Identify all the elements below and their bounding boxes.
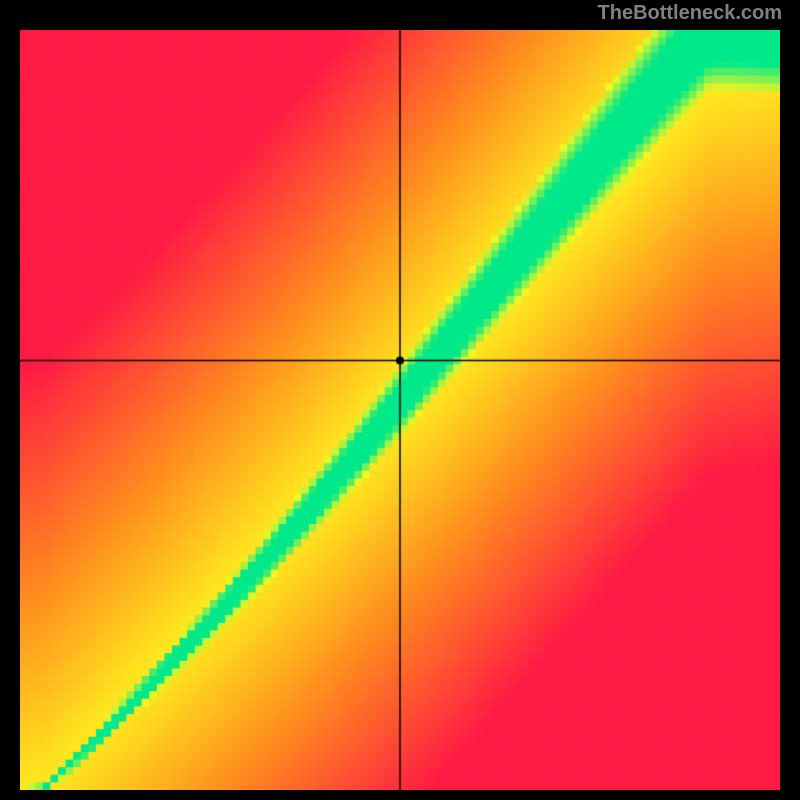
bottleneck-heatmap <box>20 30 780 790</box>
attribution-text: TheBottleneck.com <box>598 2 782 25</box>
chart-container: TheBottleneck.com <box>0 0 800 800</box>
